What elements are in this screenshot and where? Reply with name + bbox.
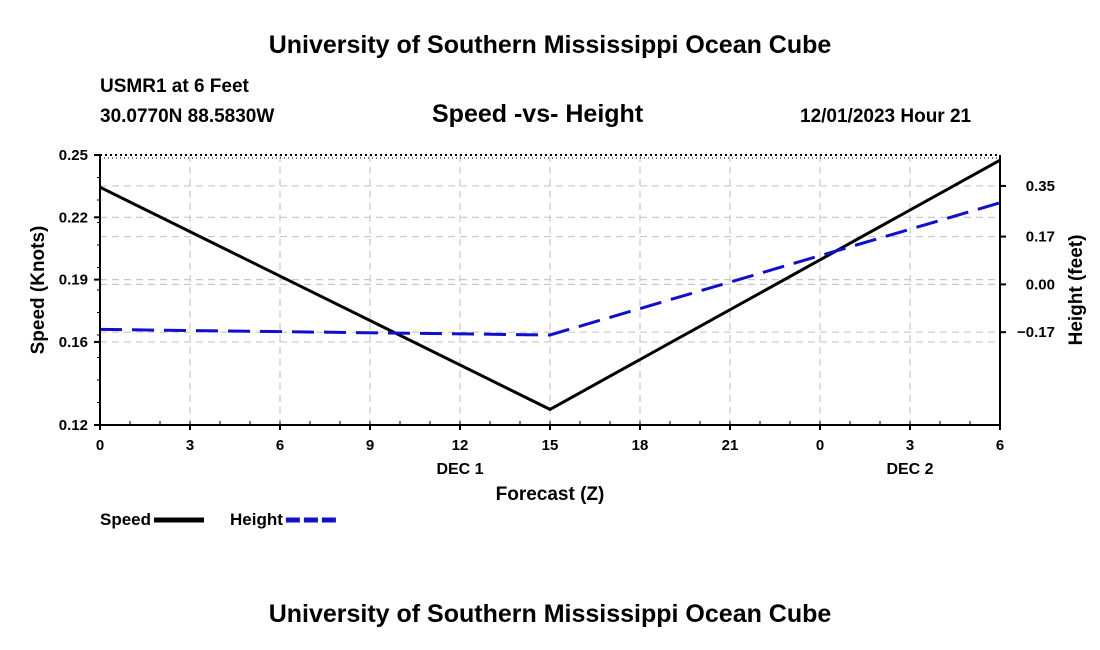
x-tick-label: 0 <box>816 437 824 454</box>
x-date-label: DEC 2 <box>886 461 933 478</box>
x-tick-label: 0 <box>96 437 104 454</box>
grid-layer <box>100 155 1000 425</box>
x-tick-label: 6 <box>996 437 1004 454</box>
series-layer <box>99 158 1001 412</box>
left-tick-label: 0.25 <box>59 147 88 164</box>
left-axis-title: Speed (Knots) <box>28 226 49 355</box>
left-tick-label: 0.12 <box>59 417 88 434</box>
x-tick-label: 18 <box>632 437 649 454</box>
x-tick-label: 9 <box>366 437 374 454</box>
right-tick-label: −0.17 <box>1017 324 1055 341</box>
chart-title: University of Southern Mississippi Ocean… <box>268 31 832 59</box>
axes-layer <box>94 154 1006 430</box>
labels-layer: 0 3 6 9 12 15 18 21 0 3 6 DEC 1 DEC 2 Forecast (Z) 0.1… <box>28 147 1087 505</box>
right-tick-label: 0.00 <box>1026 276 1055 293</box>
left-tick-label: 0.22 <box>59 209 88 226</box>
series-line-height <box>99 201 1001 337</box>
legend-label-speed: Speed <box>100 510 151 529</box>
x-date-label: DEC 1 <box>436 461 483 478</box>
chart-subtitle: Speed -vs- Height <box>432 100 644 128</box>
right-tick-label: 0.17 <box>1026 229 1055 246</box>
station-label: USMR1 at 6 Feet <box>100 76 249 97</box>
x-tick-label: 12 <box>452 437 469 454</box>
left-tick-label: 0.16 <box>59 334 88 351</box>
x-tick-label: 21 <box>722 437 739 454</box>
x-tick-label: 3 <box>186 437 194 454</box>
x-axis-title: Forecast (Z) <box>496 484 605 505</box>
legend: Speed Height <box>100 510 336 529</box>
datetime-label: 12/01/2023 Hour 21 <box>800 106 972 127</box>
coordinates-label: 30.0770N 88.5830W <box>100 106 275 127</box>
legend-label-height: Height <box>230 510 283 529</box>
right-axis-title: Height (feet) <box>1066 235 1087 346</box>
right-tick-label: 0.35 <box>1026 178 1055 195</box>
series-line-speed <box>99 158 1001 412</box>
x-tick-label: 3 <box>906 437 914 454</box>
x-tick-label: 15 <box>542 437 559 454</box>
left-tick-label: 0.19 <box>59 272 88 289</box>
x-tick-label: 6 <box>276 437 284 454</box>
footer-title: University of Southern Mississippi Ocean… <box>268 600 832 628</box>
